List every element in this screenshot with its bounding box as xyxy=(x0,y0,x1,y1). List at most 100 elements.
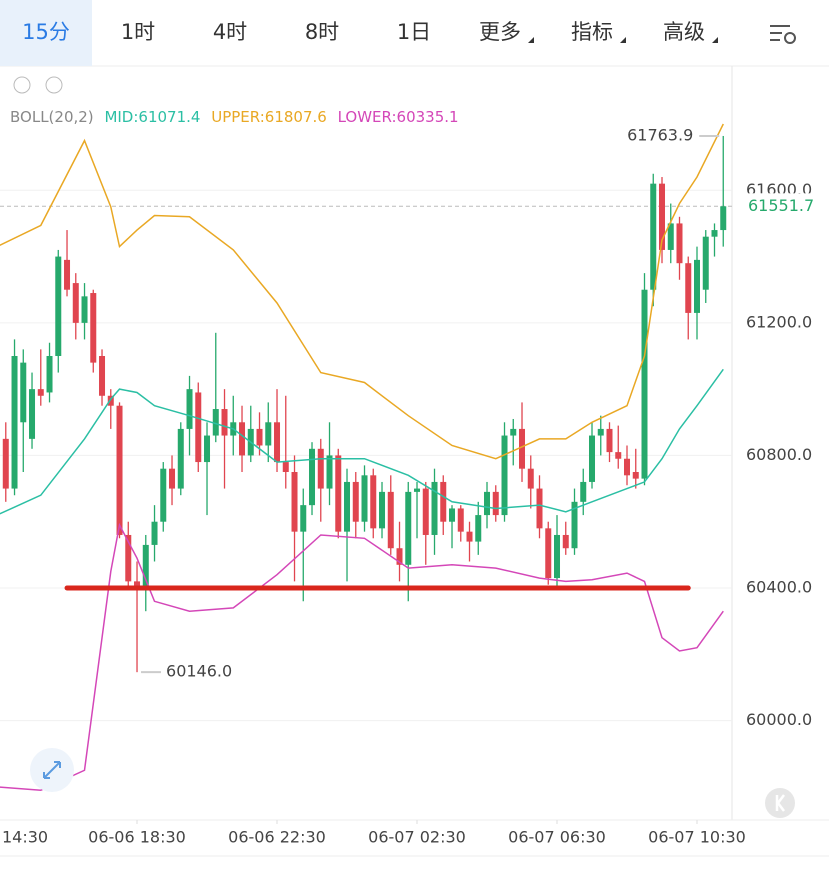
tab[interactable]: 1时 xyxy=(121,20,155,44)
candle-body xyxy=(90,293,97,363)
candle-body xyxy=(239,422,246,456)
dropdown-arrow xyxy=(712,37,718,43)
indicator-mid: MID:61071.4 xyxy=(104,108,200,126)
candle-body xyxy=(519,428,526,469)
tab-label: 1日 xyxy=(397,20,431,44)
candle-body xyxy=(99,356,106,396)
candle-body xyxy=(659,183,666,250)
last-price-tag xyxy=(738,193,820,220)
candle-body xyxy=(457,508,464,532)
candle-body xyxy=(265,422,272,446)
candle-body xyxy=(151,521,158,545)
candle-body xyxy=(352,481,359,522)
tab[interactable]: 高级 xyxy=(663,20,718,44)
candle-body xyxy=(20,362,27,423)
candle-body xyxy=(667,223,674,250)
indicator-lower: LOWER:60335.1 xyxy=(338,108,459,126)
candle-body xyxy=(536,488,543,529)
candle-body xyxy=(186,389,193,429)
x-tick-label: 06-06 18:30 xyxy=(88,828,186,847)
candle-body xyxy=(300,505,307,532)
indicator-upper: UPPER:61807.6 xyxy=(211,108,327,126)
candle-body xyxy=(116,405,123,535)
candle-body xyxy=(326,455,333,489)
expand-icon xyxy=(43,761,61,779)
candle-body xyxy=(160,468,167,522)
toolbar xyxy=(0,0,829,66)
candle-body xyxy=(449,508,456,522)
candle-body xyxy=(212,409,219,436)
candle-body xyxy=(580,481,587,502)
tab[interactable]: 指标 xyxy=(571,20,626,44)
candle-body xyxy=(527,468,534,489)
candle-body xyxy=(711,230,718,237)
candle-body xyxy=(291,472,298,532)
candle-body xyxy=(169,468,176,489)
candle-body xyxy=(606,428,613,453)
candle-body xyxy=(414,488,421,492)
indicator-legend: BOLL(20,2) MID:61071.4 UPPER:61807.6 LOW… xyxy=(10,108,459,126)
x-tick-label: 14:30 xyxy=(2,828,48,847)
tab[interactable]: 15分 xyxy=(0,0,92,66)
candle-body xyxy=(195,392,202,463)
settings-small-icon[interactable] xyxy=(45,76,63,94)
candle-body xyxy=(466,531,473,542)
tab-label: 15分 xyxy=(22,20,70,44)
tab-label: 4时 xyxy=(213,20,247,44)
tab[interactable]: 更多 xyxy=(479,20,534,44)
candle-body xyxy=(37,389,44,396)
high-marker-label: 61763.9 xyxy=(627,125,693,144)
candle-body xyxy=(641,289,648,479)
x-tick-label: 06-07 02:30 xyxy=(368,828,466,847)
plot: 61763.9 60146.0 xyxy=(0,123,732,791)
candle-body xyxy=(650,183,657,290)
tab-label: 更多 xyxy=(479,20,521,44)
candle-body xyxy=(335,455,342,532)
candle-body xyxy=(177,428,184,489)
candle-body xyxy=(134,581,141,588)
candle-body xyxy=(11,356,18,489)
candle-body xyxy=(274,422,281,463)
candle-body xyxy=(81,296,88,323)
candle-body xyxy=(405,491,412,565)
x-tick-label: 06-06 22:30 xyxy=(228,828,326,847)
tab-active-bg xyxy=(0,0,92,66)
x-tick-label: 06-07 06:30 xyxy=(508,828,606,847)
dropdown-arrow xyxy=(528,37,534,43)
candle-body xyxy=(317,448,324,489)
x-tick-label: 06-07 10:30 xyxy=(648,828,746,847)
tab[interactable]: 8时 xyxy=(305,20,339,44)
reset-icon xyxy=(775,794,785,812)
candle-body xyxy=(370,475,377,529)
candle-body xyxy=(125,534,132,582)
candle-body xyxy=(694,259,701,313)
candle-body xyxy=(422,488,429,535)
low-marker-label: 60146.0 xyxy=(166,662,232,681)
settings-icon[interactable] xyxy=(770,25,796,44)
candle-body xyxy=(484,491,491,516)
candle-body xyxy=(107,395,114,406)
collapse-icon[interactable] xyxy=(13,76,31,94)
candle-body xyxy=(545,528,552,579)
y-tick-label: 60400.0 xyxy=(746,578,812,597)
candle-body xyxy=(554,534,561,579)
candle-body xyxy=(46,356,53,393)
candle-body xyxy=(475,515,482,542)
boll-line xyxy=(0,522,724,791)
dropdown-arrow xyxy=(620,37,626,43)
y-tick-label: 60000.0 xyxy=(746,710,812,729)
last-price-label: 61551.7 xyxy=(748,196,814,215)
candle-body xyxy=(256,428,263,446)
boll-line xyxy=(0,368,724,515)
candle-body xyxy=(676,223,683,264)
reset-button[interactable] xyxy=(765,788,795,818)
candle-body xyxy=(702,236,709,290)
tab[interactable]: 4时 xyxy=(213,20,247,44)
candle-body xyxy=(2,438,9,489)
candle-body xyxy=(440,481,447,522)
candle-body xyxy=(501,435,508,516)
indicator-name: BOLL(20,2) xyxy=(10,108,94,126)
tab[interactable]: 1日 xyxy=(397,20,431,44)
